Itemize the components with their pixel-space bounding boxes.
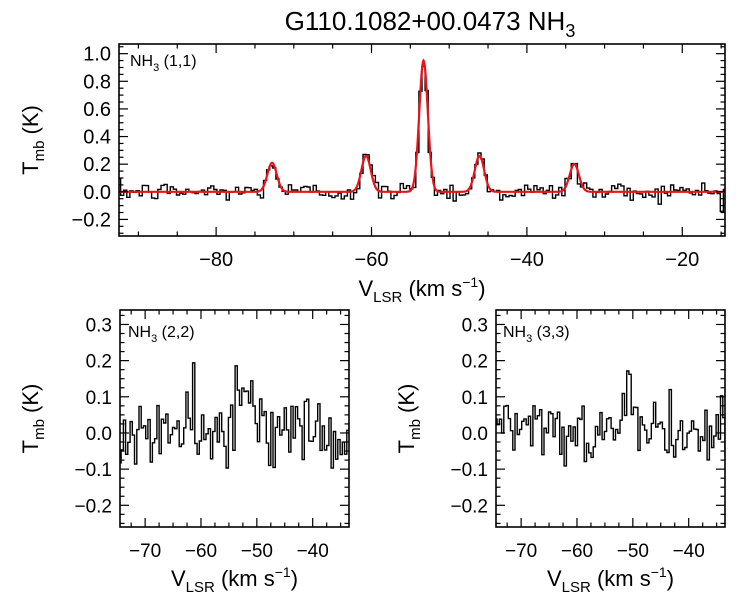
x-tick-label: −20 bbox=[665, 249, 699, 271]
x-tick-label: −40 bbox=[673, 541, 705, 562]
y-axis-label: Tmb (K) bbox=[394, 384, 424, 454]
transition-label-subscript: 3 bbox=[153, 62, 159, 74]
y-tick-label: 0.4 bbox=[83, 127, 111, 149]
transition-label-main: NH bbox=[503, 324, 526, 341]
x-tick-label: −50 bbox=[241, 541, 273, 562]
x-axis-label-close: ) bbox=[291, 566, 298, 591]
x-tick-label: −50 bbox=[617, 541, 649, 562]
x-axis-label-superscript: −1 bbox=[275, 564, 291, 580]
y-tick-label: −0.1 bbox=[450, 460, 488, 481]
transition-label: NH3 (3,3) bbox=[503, 324, 570, 345]
y-axis-label: Tmb (K) bbox=[18, 384, 48, 454]
x-axis-label: VLSR (km s−1) bbox=[171, 564, 298, 596]
x-axis-label-main: V bbox=[358, 276, 373, 301]
y-tick-label: 0.0 bbox=[462, 424, 488, 445]
panel-nh3-33: −70 −60 −50 −40 −0.2 −0.1 0.0 0.1 0.2 0.3 NH3 (3,3… bbox=[394, 309, 726, 596]
axes-frame bbox=[118, 43, 726, 237]
x-axis-label-subscript: LSR bbox=[186, 579, 215, 596]
y-axis-label-subscript: mb bbox=[31, 419, 48, 440]
transition-label-subscript: 3 bbox=[151, 333, 157, 345]
y-tick-label: 0.0 bbox=[86, 424, 112, 445]
axes-frame bbox=[495, 309, 726, 528]
transition-label-subscript: 3 bbox=[526, 333, 532, 345]
x-axis-label: VLSR (km s−1) bbox=[547, 564, 674, 596]
figure-title-subscript: 3 bbox=[565, 21, 575, 41]
x-axis-label-unit: (km s bbox=[215, 566, 275, 591]
y-tick-label: 0.1 bbox=[462, 388, 488, 409]
x-axis-label-superscript: −1 bbox=[462, 274, 478, 290]
x-tick-label: −40 bbox=[297, 541, 329, 562]
x-axis-label-subscript: LSR bbox=[562, 579, 591, 596]
transition-label: NH3 (2,2) bbox=[128, 324, 195, 345]
x-axis-label-main: V bbox=[171, 566, 186, 591]
x-axis-label: VLSR (km s−1) bbox=[358, 274, 485, 306]
y-axis-label-unit: (K) bbox=[18, 384, 43, 419]
y-axis-label: Tmb (K) bbox=[18, 105, 48, 175]
x-axis-label-unit: (km s bbox=[402, 276, 462, 301]
y-tick-label: −0.2 bbox=[74, 496, 112, 517]
y-axis-label-subscript: mb bbox=[31, 141, 48, 162]
x-axis-label-unit: (km s bbox=[591, 566, 651, 591]
transition-label-levels: (2,2) bbox=[157, 324, 194, 341]
x-tick-label: −60 bbox=[561, 541, 593, 562]
observed-spectrum-line bbox=[120, 362, 349, 469]
x-tick-label: −80 bbox=[199, 249, 233, 271]
y-tick-label: 1.0 bbox=[83, 44, 111, 66]
y-axis-label-unit: (K) bbox=[18, 105, 43, 140]
figure-title-main: G110.1082+00.0473 NH bbox=[285, 6, 566, 36]
y-tick-label: 0.1 bbox=[86, 388, 112, 409]
x-tick-label: −70 bbox=[505, 541, 537, 562]
y-tick-label: 0.6 bbox=[83, 99, 111, 121]
y-tick-label: −0.2 bbox=[450, 496, 488, 517]
y-tick-label: −0.1 bbox=[74, 460, 112, 481]
x-axis-label-main: V bbox=[547, 566, 562, 591]
x-axis-label-close: ) bbox=[667, 566, 674, 591]
y-axis-label-main: T bbox=[394, 440, 419, 453]
transition-label: NH3 (1,1) bbox=[130, 53, 197, 74]
figure-title: G110.1082+00.0473 NH3 bbox=[285, 6, 576, 41]
x-axis-label-subscript: LSR bbox=[373, 289, 402, 306]
transition-label-main: NH bbox=[128, 324, 151, 341]
observed-spectrum-line bbox=[119, 65, 725, 212]
transition-label-main: NH bbox=[130, 53, 153, 70]
x-tick-label: −70 bbox=[129, 541, 161, 562]
y-tick-label: −0.2 bbox=[72, 209, 111, 231]
y-axis-label-subscript: mb bbox=[407, 419, 424, 440]
panel-nh3-11: −80 −60 −40 −20 −0.2 0.0 0.2 0.4 0.6 0.8 1.0 NH3 (1… bbox=[18, 43, 726, 306]
y-tick-label: 0.2 bbox=[83, 154, 111, 176]
y-tick-label: 0.8 bbox=[83, 71, 111, 93]
x-axis-label-superscript: −1 bbox=[651, 564, 667, 580]
axes-frame bbox=[119, 309, 350, 528]
y-tick-label: 0.2 bbox=[462, 352, 488, 373]
observed-spectrum-line bbox=[496, 370, 725, 467]
x-tick-label: −60 bbox=[355, 249, 389, 271]
y-tick-label: 0.0 bbox=[83, 182, 111, 204]
y-tick-label: 0.3 bbox=[86, 315, 112, 336]
panel-nh3-22: −70 −60 −50 −40 −0.2 −0.1 0.0 0.1 0.2 0.3 NH3 (2,2… bbox=[18, 309, 350, 596]
y-tick-label: 0.2 bbox=[86, 352, 112, 373]
x-tick-label: −60 bbox=[185, 541, 217, 562]
y-axis-label-unit: (K) bbox=[394, 384, 419, 419]
x-tick-label: −40 bbox=[510, 249, 544, 271]
hyperfine-fit-line bbox=[119, 58, 725, 193]
transition-label-levels: (3,3) bbox=[532, 324, 569, 341]
transition-label-levels: (1,1) bbox=[159, 53, 196, 70]
y-tick-label: 0.3 bbox=[462, 315, 488, 336]
y-axis-label-main: T bbox=[18, 440, 43, 453]
y-axis-label-main: T bbox=[18, 161, 43, 174]
x-axis-label-close: ) bbox=[478, 276, 485, 301]
